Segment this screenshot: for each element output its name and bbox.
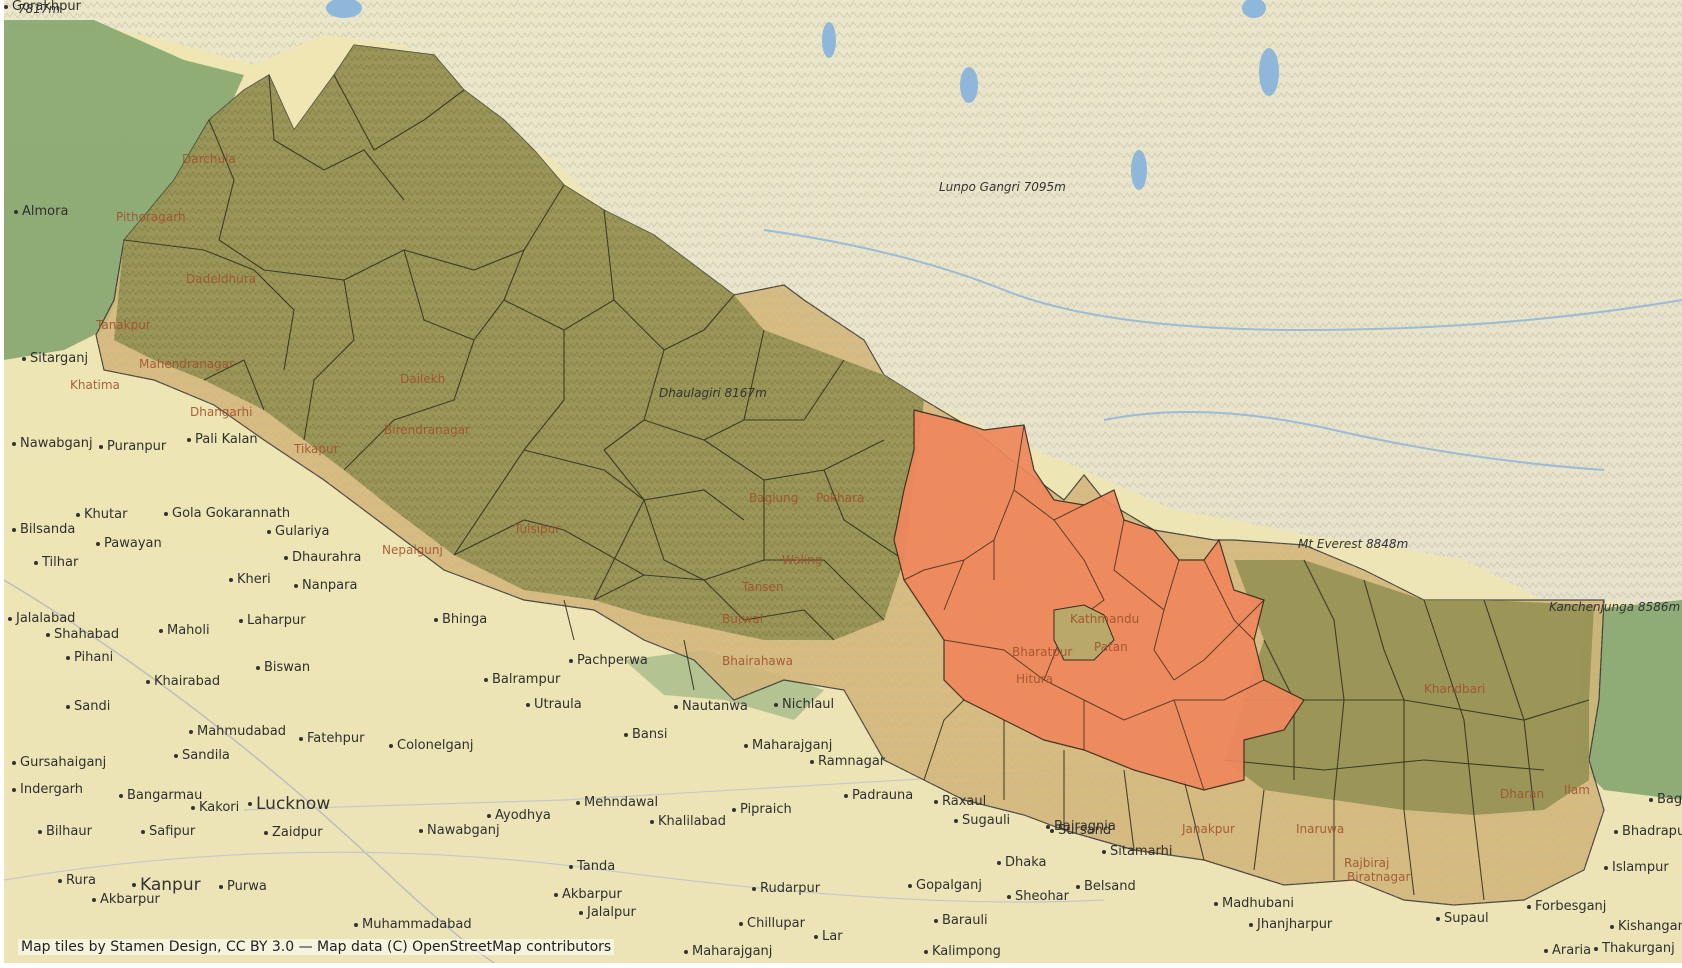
lake-3 [1131,150,1147,190]
highlight-boundaries [903,424,1265,791]
road-3 [4,851,1105,903]
highlight-region[interactable] [893,409,1305,791]
lake-2 [960,67,978,103]
district-boundaries [123,74,1590,901]
hill-belt-east [1224,560,1594,815]
map-canvas[interactable] [4,0,1682,963]
river-2 [1103,411,1605,471]
tibet-relief [4,0,1682,610]
forest-west [4,20,244,360]
map-attribution: Map tiles by Stamen Design, CC BY 3.0 — … [18,939,615,955]
lake-1 [822,22,836,58]
road-1 [4,579,564,963]
hill-relief [114,45,924,640]
lake-6 [326,0,362,18]
map-frame[interactable]: Almora Sitarganj Nawabganj Puranpur Pali Kal… [4,0,1682,963]
lake-4 [1259,48,1279,96]
lake-5 [1242,0,1266,18]
kathmandu-valley[interactable] [1053,604,1115,661]
river-1 [763,229,1682,332]
